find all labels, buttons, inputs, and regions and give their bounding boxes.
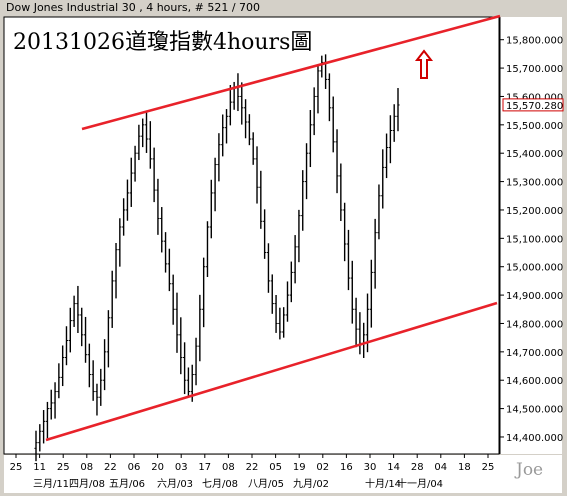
x-month-label: 六月/03 <box>157 478 193 490</box>
x-month-label: 七月/08 <box>202 478 238 490</box>
x-tick-label: 22 <box>104 462 117 473</box>
x-tick-label: 17 <box>198 462 211 473</box>
x-tick-label: 05 <box>269 462 282 473</box>
last-price-marker <box>502 98 564 112</box>
x-tick-label: 18 <box>458 462 471 473</box>
trend-channel <box>45 14 501 442</box>
x-tick-label: 04 <box>434 462 447 473</box>
y-tick-label: 15,200.000 <box>506 206 563 217</box>
y-tick-label: 15,800.000 <box>506 36 563 47</box>
x-tick-label: 06 <box>128 462 141 473</box>
x-tick-label: 25 <box>10 462 23 473</box>
upper-trendline <box>81 14 501 131</box>
y-tick-label: 15,600.000 <box>506 92 563 103</box>
y-tick-label: 14,400.000 <box>506 433 563 444</box>
y-tick-label: 15,400.000 <box>506 149 563 160</box>
up-arrow-icon <box>414 49 434 79</box>
y-tick-label: 15,000.000 <box>506 263 563 274</box>
y-axis: 14,400.000 14,500.000 14,600.000 14,700.000… <box>500 36 563 444</box>
x-month-label: 九月/02 <box>293 478 329 490</box>
watermark-text: Joe <box>514 460 543 480</box>
x-month-label: 十一月/04 <box>397 477 443 490</box>
x-tick-label: 16 <box>340 462 353 473</box>
y-tick-label: 14,700.000 <box>506 348 563 359</box>
x-month-label: 五月/06 <box>109 478 145 490</box>
x-tick-label: 08 <box>80 462 93 473</box>
y-tick-label: 14,600.000 <box>506 376 563 387</box>
chart-header-title: Dow Jones Industrial 30 , 4 hours, # 521… <box>6 1 260 14</box>
x-tick-label: 14 <box>387 462 400 473</box>
y-tick-label: 15,500.000 <box>506 121 563 132</box>
y-tick-label: 15,300.000 <box>506 178 563 189</box>
x-tick-label: 03 <box>175 462 188 473</box>
x-tick-label: 20 <box>151 462 164 473</box>
x-tick-label: 30 <box>364 462 377 473</box>
price-scale <box>500 17 562 454</box>
x-month-label: 四月/08 <box>69 478 105 490</box>
y-tick-label: 14,900.000 <box>506 291 563 302</box>
lower-trendline <box>45 301 498 442</box>
x-tick-label: 08 <box>222 462 235 473</box>
x-tick-label: 19 <box>293 462 306 473</box>
time-scale <box>4 455 562 493</box>
x-month-label: 十月/14 <box>365 477 401 490</box>
x-axis: 25 11 25 08 22 06 20 03 17 08 22 05 19 02 16 30 14 28 04 18… <box>10 454 495 490</box>
x-tick-label: 22 <box>246 462 259 473</box>
y-tick-label: 15,700.000 <box>506 64 563 75</box>
x-month-label: 三月/11 <box>33 478 69 490</box>
y-tick-label: 14,800.000 <box>506 319 563 330</box>
chart-annotation-text: 20131026道瓊指數4hours圖 <box>13 30 312 55</box>
x-tick-label: 28 <box>411 462 424 473</box>
x-month-label: 八月/05 <box>248 478 284 490</box>
last-price-label: 15,570.280 <box>506 101 563 112</box>
plot-area <box>3 16 500 455</box>
x-tick-label: 25 <box>57 462 70 473</box>
x-tick-label: 25 <box>482 462 495 473</box>
y-tick-label: 15,100.000 <box>506 234 563 245</box>
y-tick-label: 14,500.000 <box>506 405 563 416</box>
x-tick-label: 02 <box>316 462 329 473</box>
price-bars <box>34 54 400 462</box>
x-tick-label: 11 <box>33 462 46 473</box>
